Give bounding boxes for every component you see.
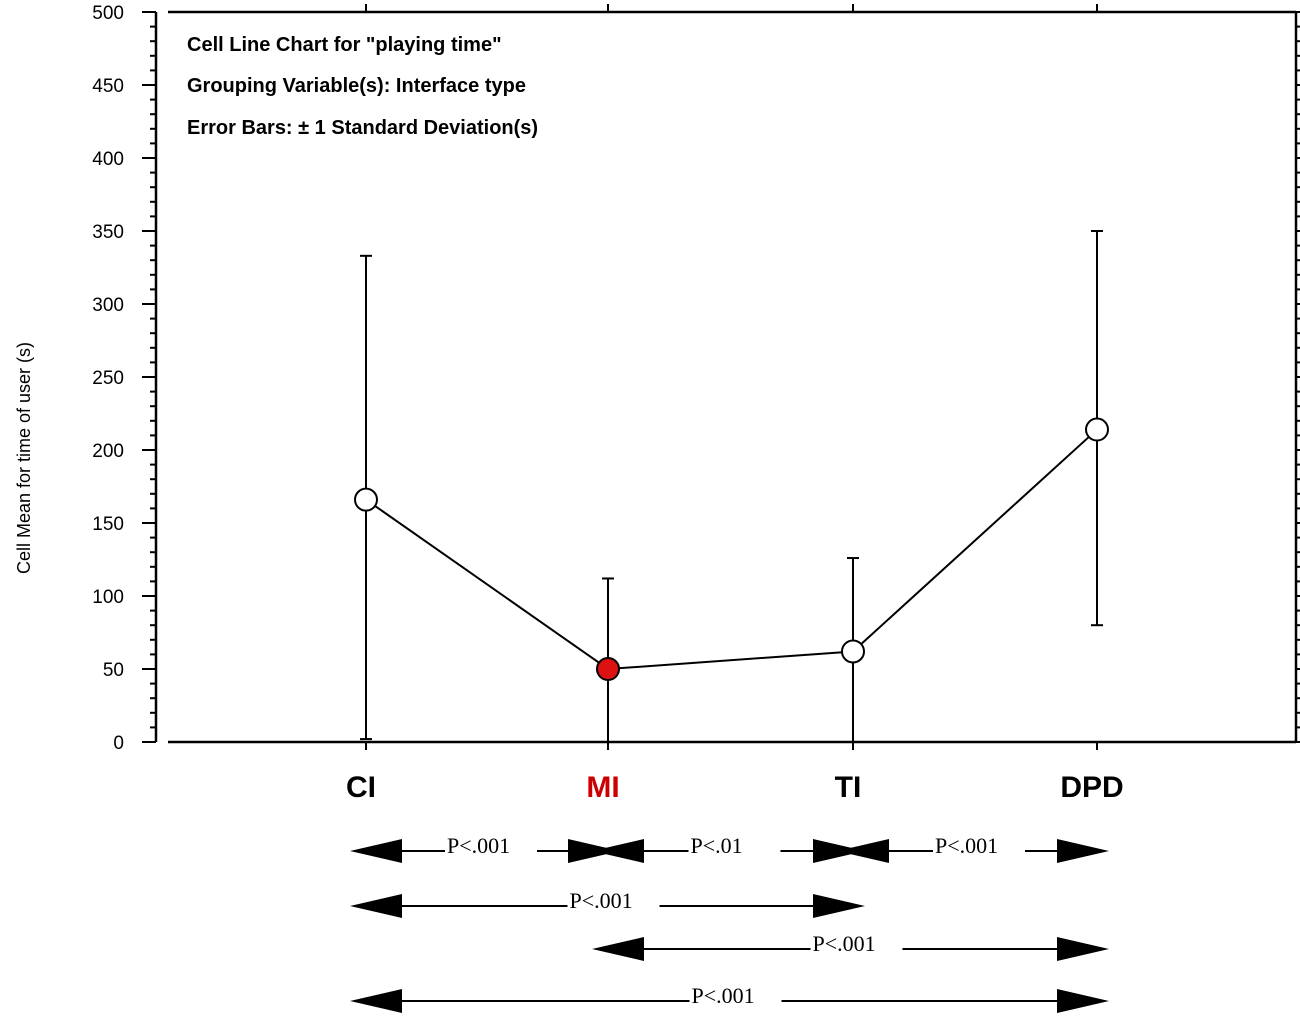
arrow-head-left	[350, 894, 402, 918]
category-labels: CI MI TI DPD	[346, 771, 1124, 804]
arrow-head-right	[1057, 937, 1109, 961]
arrow-head-left	[592, 937, 644, 961]
category-label-mi: MI	[586, 771, 619, 804]
chart-title-block: Cell Line Chart for "playing time" Group…	[187, 34, 538, 139]
y-tick-label: 400	[92, 149, 124, 170]
arrow-head-right	[1057, 839, 1109, 863]
y-tick-label: 500	[92, 3, 124, 24]
comparison-mi-dpd: P<.001	[592, 931, 1109, 961]
arrow-head-left	[350, 839, 402, 863]
plot-frame	[154, 4, 1298, 750]
p-value-label: P<.001	[447, 833, 510, 858]
arrow-head-right	[813, 894, 865, 918]
arrow-head-left	[837, 839, 889, 863]
comparison-ci-dpd: P<.001	[350, 983, 1109, 1013]
arrow-head-right	[1057, 989, 1109, 1013]
data-point-ti	[841, 639, 865, 664]
data-marks	[354, 230, 1109, 742]
comparison-ti-dpd: P<.001	[837, 833, 1109, 863]
comparison-ci-ti: P<.001	[350, 888, 865, 918]
p-value-label: P<.001	[692, 983, 755, 1008]
category-label-ci: CI	[346, 771, 376, 804]
y-tick-label: 150	[92, 514, 124, 535]
p-value-label: P<.001	[813, 931, 876, 956]
y-tick-label: 50	[103, 660, 124, 681]
y-tick-label: 250	[92, 368, 124, 389]
y-tick-label: 200	[92, 441, 124, 462]
y-tick-label: 100	[92, 587, 124, 608]
category-label-ti: TI	[835, 771, 862, 804]
title-line-3: Error Bars: ± 1 Standard Deviation(s)	[187, 117, 538, 139]
arrow-head-left	[350, 989, 402, 1013]
data-point-ci	[354, 487, 378, 512]
p-value-label: P<.01	[691, 833, 743, 858]
title-line-2: Grouping Variable(s): Interface type	[187, 75, 526, 97]
arrow-head-left	[592, 839, 644, 863]
comparison-mi-ti: P<.01	[592, 833, 865, 863]
y-tick-label: 300	[92, 295, 124, 316]
y-tick-label: 0	[113, 733, 124, 754]
p-value-label: P<.001	[935, 833, 998, 858]
series-line	[365, 428, 1098, 671]
comparison-arrows: P<.001 P<.01 P<.001 P<.001 P<.001 P<.001	[350, 833, 1109, 1013]
title-line-1: Cell Line Chart for "playing time"	[187, 34, 502, 56]
y-tick-label: 450	[92, 76, 124, 97]
y-axis-label: Cell Mean for time of user (s)	[14, 342, 34, 574]
y-tick-label: 350	[92, 222, 124, 243]
p-value-label: P<.001	[570, 888, 633, 913]
data-point-mi	[596, 657, 620, 681]
data-point-dpd	[1085, 417, 1109, 442]
category-label-dpd: DPD	[1060, 771, 1123, 804]
comparison-ci-mi: P<.001	[350, 833, 620, 863]
y-axis: 0 50 100 150 200 250 300 350 400 450 500	[92, 3, 1300, 754]
